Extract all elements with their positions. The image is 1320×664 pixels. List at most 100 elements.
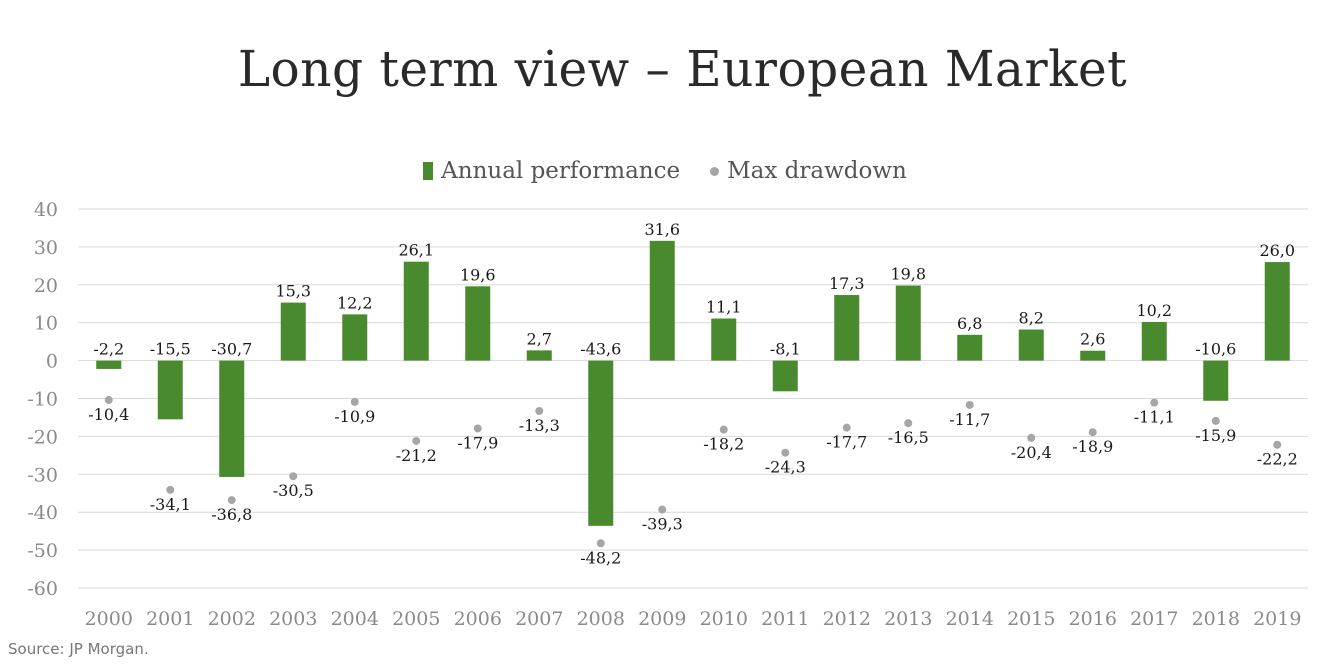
legend-label-max-drawdown: Max drawdown xyxy=(727,158,907,184)
dot-label-2007: -13,3 xyxy=(519,416,560,435)
bar-label-2008: -43,6 xyxy=(580,340,621,359)
dot-label-2017: -11,1 xyxy=(1134,408,1175,427)
bar-label-2006: 19,6 xyxy=(460,265,496,284)
x-tick-label-2013: 2013 xyxy=(884,608,932,630)
dot-label-2009: -39,3 xyxy=(642,515,683,534)
bar-label-2000: -2,2 xyxy=(93,340,124,359)
drawdown-dots xyxy=(104,396,1282,548)
bar-label-2004: 12,2 xyxy=(337,293,373,312)
bar-label-2010: 11,1 xyxy=(706,298,742,317)
dot-2002 xyxy=(227,496,236,505)
dot-label-2016: -18,9 xyxy=(1072,437,1113,456)
dot-2016 xyxy=(1088,428,1097,437)
dot-2008 xyxy=(596,539,605,548)
bar-label-2013: 19,8 xyxy=(890,265,926,284)
dot-2018 xyxy=(1211,416,1220,425)
dot-label-2018: -15,9 xyxy=(1195,426,1236,445)
x-tick-label-2011: 2011 xyxy=(761,608,809,630)
bar-label-2003: 15,3 xyxy=(275,282,311,301)
dot-label-2006: -17,9 xyxy=(457,433,498,452)
dot-2012 xyxy=(842,423,851,432)
grid-lines xyxy=(78,208,1308,589)
dot-label-2012: -17,7 xyxy=(826,433,867,452)
y-tick-label: -50 xyxy=(27,540,58,562)
bar-label-2005: 26,1 xyxy=(398,241,434,260)
legend-label-annual-performance: Annual performance xyxy=(441,158,681,184)
legend-item-annual-performance: Annual performance xyxy=(423,158,680,184)
dot-label-2014: -11,7 xyxy=(949,410,990,429)
dot-label-2005: -21,2 xyxy=(396,446,437,465)
bar-2018 xyxy=(1203,360,1229,401)
dot-2010 xyxy=(719,425,728,434)
bar-label-2007: 2,7 xyxy=(527,329,552,348)
x-tick-label-2018: 2018 xyxy=(1192,608,1240,630)
bar-2001 xyxy=(157,360,183,420)
x-tick-label-2017: 2017 xyxy=(1130,608,1178,630)
dot-label-2015: -20,4 xyxy=(1011,443,1052,462)
x-tick-label-2000: 2000 xyxy=(85,608,133,630)
x-tick-label-2004: 2004 xyxy=(331,608,379,630)
dot-label-2002: -36,8 xyxy=(211,505,252,524)
bar-2007 xyxy=(526,350,552,361)
x-tick-label-2014: 2014 xyxy=(946,608,994,630)
y-tick-label: -60 xyxy=(27,578,58,600)
dot-2014 xyxy=(965,400,974,409)
dot-label-2019: -22,2 xyxy=(1257,450,1298,469)
bar-2008 xyxy=(588,360,614,526)
bar-label-2019: 26,0 xyxy=(1259,241,1295,260)
legend-swatch-dot xyxy=(710,166,720,176)
bar-2010 xyxy=(711,318,737,361)
x-tick-label-2019: 2019 xyxy=(1253,608,1301,630)
x-tick-label-2016: 2016 xyxy=(1069,608,1117,630)
dot-2007 xyxy=(535,407,544,416)
y-tick-label: 20 xyxy=(34,275,58,297)
bars xyxy=(96,240,1290,526)
dot-label-2008: -48,2 xyxy=(580,548,621,567)
dot-label-2010: -18,2 xyxy=(703,435,744,454)
bar-2012 xyxy=(834,295,860,361)
dot-2003 xyxy=(289,472,298,481)
dot-2017 xyxy=(1150,398,1159,407)
dot-2000 xyxy=(104,396,113,405)
x-tick-label-2008: 2008 xyxy=(577,608,625,630)
bar-label-2015: 8,2 xyxy=(1019,309,1044,328)
chart-title: Long term view – European Market xyxy=(237,40,1128,98)
bar-2006 xyxy=(465,286,491,361)
bar-2004 xyxy=(342,314,368,361)
bar-2009 xyxy=(649,240,675,361)
bar-label-2011: -8,1 xyxy=(770,340,801,359)
y-tick-label: 10 xyxy=(34,313,58,335)
bar-2013 xyxy=(895,285,921,361)
bar-2014 xyxy=(957,334,983,361)
y-tick-label: 30 xyxy=(34,237,58,259)
dot-2005 xyxy=(412,436,421,445)
x-tick-label-2012: 2012 xyxy=(823,608,871,630)
bar-label-2002: -30,7 xyxy=(211,340,252,359)
x-tick-label-2007: 2007 xyxy=(515,608,563,630)
bar-label-2014: 6,8 xyxy=(957,314,982,333)
bar-label-2001: -15,5 xyxy=(150,340,191,359)
y-tick-label: -20 xyxy=(27,426,58,448)
x-tick-label-2010: 2010 xyxy=(700,608,748,630)
x-tick-label-2015: 2015 xyxy=(1007,608,1055,630)
y-tick-label: 40 xyxy=(34,199,58,221)
x-tick-label-2009: 2009 xyxy=(638,608,686,630)
bar-label-2016: 2,6 xyxy=(1080,330,1105,349)
bar-label-2018: -10,6 xyxy=(1195,340,1236,359)
dot-2013 xyxy=(904,419,913,428)
dot-2001 xyxy=(166,485,175,494)
x-tick-label-2006: 2006 xyxy=(454,608,502,630)
bar-label-2017: 10,2 xyxy=(1136,301,1172,320)
bar-2003 xyxy=(280,302,306,361)
source-note: Source: JP Morgan. xyxy=(8,640,149,658)
bar-label-2009: 31,6 xyxy=(644,220,680,239)
legend-swatch-bar xyxy=(423,162,434,180)
data-labels: -2,2 -10,4 -15,5 -34,1 -30,7 -36,8 15,3 -30,5 12… xyxy=(88,220,1298,567)
dot-label-2000: -10,4 xyxy=(88,405,129,424)
bar-2005 xyxy=(403,261,429,361)
dot-2015 xyxy=(1027,433,1036,442)
dot-2006 xyxy=(473,424,482,433)
bar-2002 xyxy=(219,360,245,477)
y-tick-label: -10 xyxy=(27,389,58,411)
